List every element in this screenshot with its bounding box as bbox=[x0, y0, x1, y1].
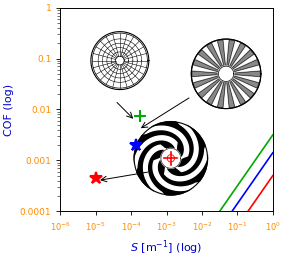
X-axis label: $S\ \mathrm{[m^{-1}]}\ \mathrm{(log)}$: $S\ \mathrm{[m^{-1}]}\ \mathrm{(log)}$ bbox=[130, 238, 203, 257]
Y-axis label: COF (log): COF (log) bbox=[4, 84, 14, 135]
